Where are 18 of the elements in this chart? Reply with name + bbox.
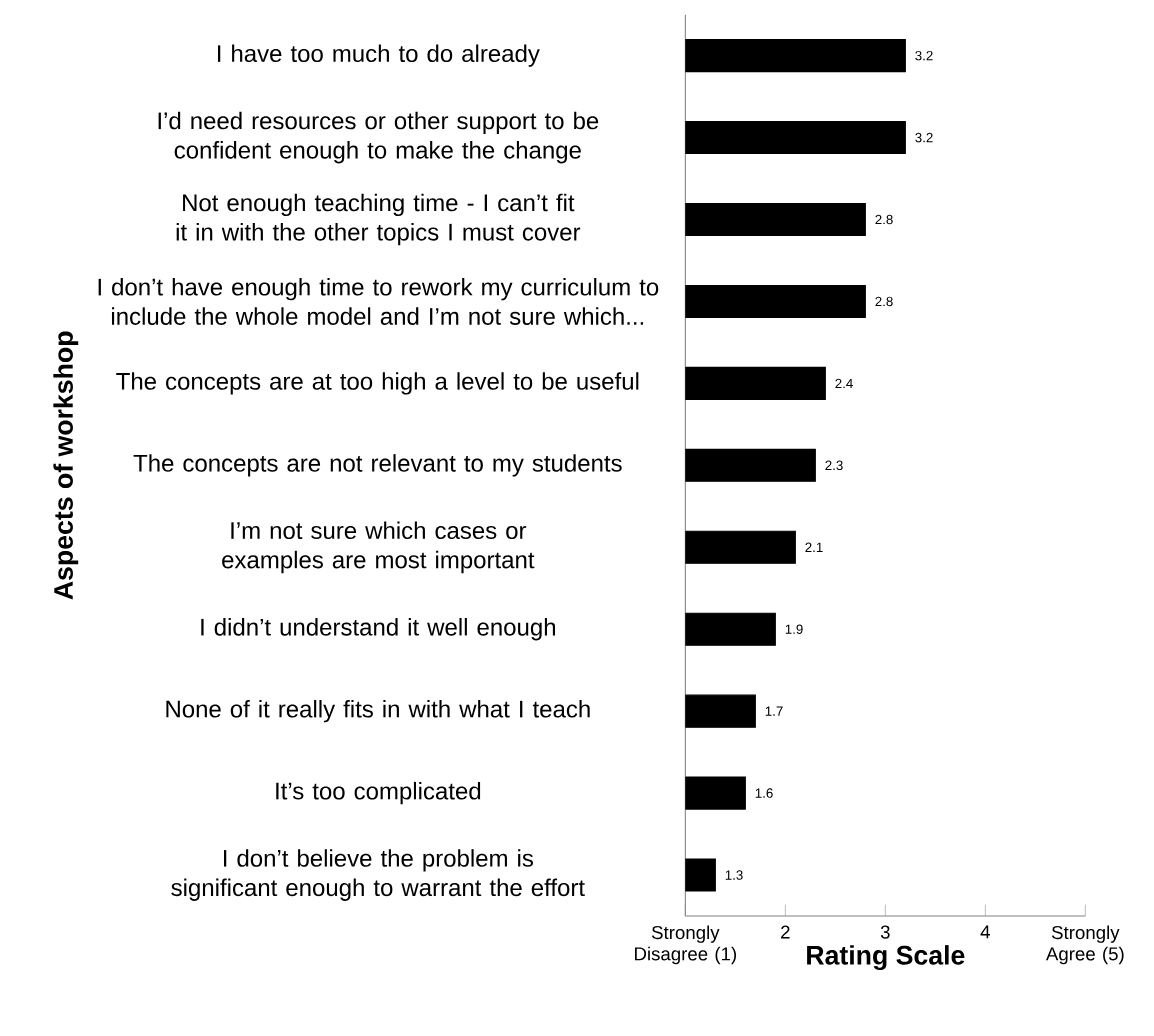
y-tick-label: The concepts are not relevant to my students	[133, 454, 622, 477]
x-tick-label: 3	[880, 925, 890, 939]
y-tick-label: I have too much to do already	[217, 44, 540, 67]
x-tick-label: 2	[781, 925, 790, 939]
y-tick-label: The concepts are at too high a level to be useful	[116, 372, 639, 395]
y-tick-label: None of it really fits in with what I teach	[166, 699, 590, 723]
x-axis-title: Rating Scale	[807, 945, 965, 971]
y-tick-label: I didn’t understand it well enough	[201, 618, 556, 641]
y-tick-label: It’s too complicated	[276, 781, 481, 805]
y-tick-label: I’m not sure which cases or examples are most important	[222, 521, 535, 574]
x-tick-label: Strongly Agree (5)	[1045, 925, 1124, 965]
x-tick-label: 4	[980, 925, 990, 939]
y-tick-label: I’d need resources or other support to be confident enough to make the change	[158, 111, 599, 164]
y-tick-label: Not enough teaching time - I can’t fit it in with the other topics I must cover	[176, 193, 581, 246]
y-tick-label: I don’t have enough time to rework my curriculum to include the whole model and I’m not sure which...	[98, 277, 659, 325]
y-tick-label: I don’t believe the problem is significant enough to warrant the effort	[171, 849, 585, 901]
y-axis-title: Aspects of workshop	[53, 331, 79, 600]
x-tick-label: Strongly Disagree (1)	[635, 925, 737, 965]
